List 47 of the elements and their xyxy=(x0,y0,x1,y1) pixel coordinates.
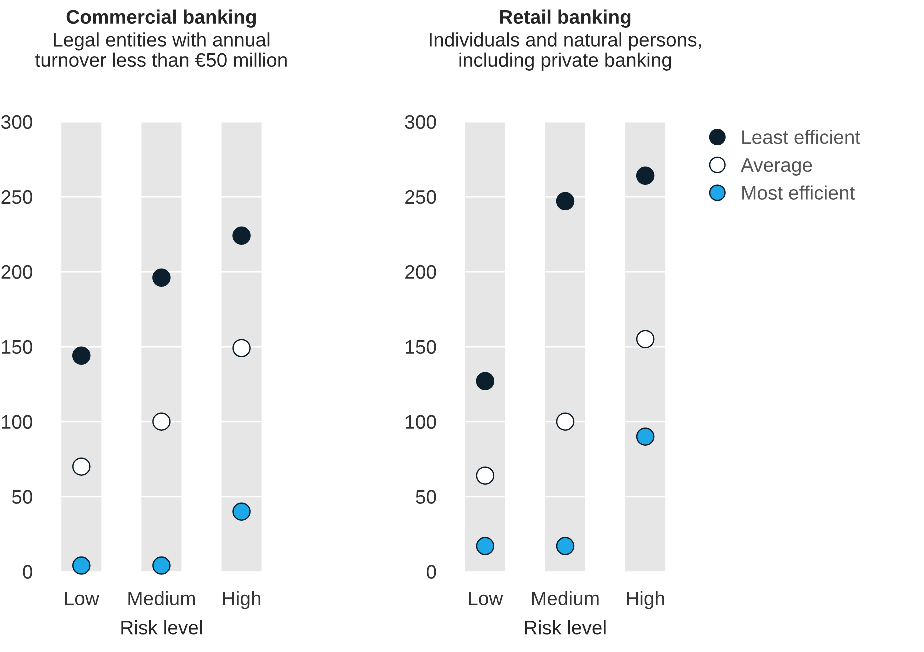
point xyxy=(556,537,575,556)
y-tick-label: 300 xyxy=(405,115,436,130)
point xyxy=(72,458,91,476)
y-tick-label: 100 xyxy=(406,415,436,430)
legend-label: Most efficient xyxy=(742,186,856,200)
chart-subtitle: Individuals and natural persons, including private banking xyxy=(430,32,702,71)
point xyxy=(72,346,91,365)
y-tick-label: 300 xyxy=(2,115,32,130)
point xyxy=(152,556,171,575)
point xyxy=(556,192,575,211)
point xyxy=(636,166,655,186)
x-tick-label: Medium xyxy=(128,591,195,606)
legend-label: Least efficient xyxy=(742,130,860,144)
y-tick-label: 250 xyxy=(406,190,436,204)
x-tick-label: Low xyxy=(65,592,100,606)
x-tick-label: High xyxy=(627,591,664,610)
point xyxy=(556,412,575,431)
y-tick-label: 200 xyxy=(406,265,436,280)
point xyxy=(72,556,91,575)
y-tick-label: 200 xyxy=(2,265,32,280)
point xyxy=(636,330,655,348)
point xyxy=(476,537,495,556)
chart-title: Retail banking xyxy=(500,10,631,28)
point xyxy=(232,502,251,521)
point xyxy=(636,428,655,446)
point xyxy=(232,226,251,246)
point xyxy=(152,412,171,431)
point xyxy=(476,372,495,390)
y-tick-label: 150 xyxy=(406,340,436,354)
x-tick-label: High xyxy=(223,591,261,610)
legend-label: Average xyxy=(741,158,812,176)
y-tick-label: 0 xyxy=(23,565,32,580)
point xyxy=(476,466,495,485)
chart-title: Commercial banking xyxy=(66,10,256,28)
y-tick-label: 50 xyxy=(416,490,436,504)
y-tick-label: 150 xyxy=(2,340,32,354)
y-tick-label: 100 xyxy=(2,415,32,430)
x-axis-title: Risk level xyxy=(525,620,606,635)
x-tick-label: Medium xyxy=(532,591,599,606)
x-axis-title: Risk level xyxy=(122,620,202,635)
x-tick-label: Low xyxy=(469,592,504,606)
y-tick-label: 250 xyxy=(2,190,32,204)
point xyxy=(232,339,251,358)
point xyxy=(152,268,171,288)
chart-subtitle: Legal entities with annual turnover less than €50 million xyxy=(36,32,287,68)
y-tick-label: 0 xyxy=(426,565,436,580)
y-tick-label: 50 xyxy=(12,490,32,504)
